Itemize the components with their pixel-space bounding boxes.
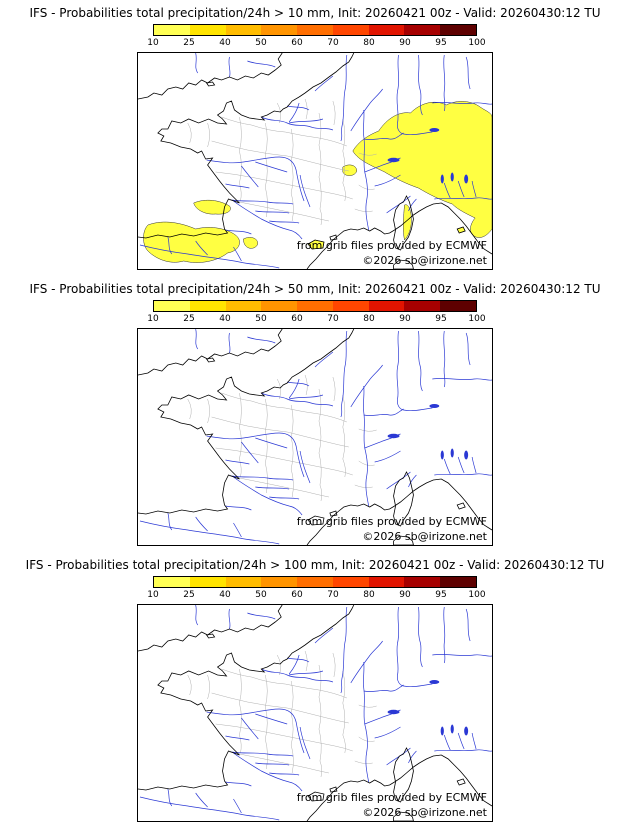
probability-colorbar: 10 25 40 50 60 70 80 90 95 100: [147, 576, 486, 602]
colorbar-tick-label: 70: [327, 590, 339, 600]
france-precipitation-map: [138, 53, 492, 269]
colorbar-segment: [440, 577, 477, 587]
colorbar-segment: [225, 577, 262, 587]
colorbar-segment: [154, 25, 190, 35]
colorbar-tick-label: 90: [399, 314, 411, 324]
colorbar-tick-label: 50: [255, 314, 267, 324]
colorbar-segment: [440, 25, 477, 35]
colorbar-segment: [225, 301, 262, 311]
base-map: [138, 605, 492, 821]
colorbar-segment: [368, 25, 405, 35]
colorbar-segment: [225, 25, 262, 35]
colorbar-tick-label: 80: [363, 38, 375, 48]
credit-copyright: ©2026 sb@irizone.net: [362, 254, 487, 267]
credit-ecmwf: from grib files provided by ECMWF: [296, 791, 487, 804]
map-frame: from grib files provided by ECMWF ©2026 …: [137, 328, 493, 546]
colorbar-gradient-bar: [153, 300, 477, 312]
probability-shading-10-25pct: [143, 101, 492, 263]
shade-region-alps-north-italy: [352, 101, 492, 238]
colorbar-tick-label: 100: [468, 590, 486, 600]
shade-region-jura: [342, 164, 358, 176]
colorbar-segment: [440, 301, 477, 311]
colorbar-segment: [368, 577, 405, 587]
panel-precip-gt-10mm: IFS - Probabilities total precipitation/…: [0, 0, 630, 276]
colorbar-tick-label: 90: [399, 38, 411, 48]
shade-region-ebro-east: [243, 237, 258, 249]
colorbar-tick-label: 40: [219, 314, 231, 324]
colorbar-tick-label: 95: [435, 38, 447, 48]
colorbar-segment: [261, 577, 298, 587]
colorbar-tick-label: 100: [468, 38, 486, 48]
colorbar-segment: [189, 577, 226, 587]
colorbar-segment: [404, 25, 441, 35]
colorbar-segment: [261, 301, 298, 311]
colorbar-tick-label: 70: [327, 38, 339, 48]
credit-copyright: ©2026 sb@irizone.net: [362, 530, 487, 543]
colorbar-tick-label: 60: [291, 38, 303, 48]
colorbar-tick-label: 50: [255, 590, 267, 600]
colorbar-tick-label: 60: [291, 314, 303, 324]
colorbar-tick-label: 80: [363, 590, 375, 600]
colorbar-segment: [189, 25, 226, 35]
colorbar-segment: [368, 301, 405, 311]
colorbar-tick-label: 10: [147, 38, 159, 48]
colorbar-segment: [297, 301, 333, 311]
colorbar-tick-label: 70: [327, 314, 339, 324]
colorbar-tick-label: 10: [147, 590, 159, 600]
france-precipitation-map: [138, 329, 492, 545]
colorbar-segment: [332, 25, 369, 35]
shade-region-south-pyrenees: [193, 199, 231, 215]
colorbar-segment: [332, 577, 369, 587]
colorbar-tick-label: 60: [291, 590, 303, 600]
colorbar-segment: [189, 301, 226, 311]
colorbar-tick-label: 25: [183, 38, 195, 48]
colorbar-tick-label: 90: [399, 590, 411, 600]
colorbar-segment: [261, 25, 298, 35]
base-map: [138, 329, 492, 545]
panel-title: IFS - Probabilities total precipitation/…: [29, 282, 601, 296]
map-frame: from grib files provided by ECMWF ©2026 …: [137, 604, 493, 822]
map-frame: from grib files provided by ECMWF ©2026 …: [137, 52, 493, 270]
colorbar-tick-label: 25: [183, 590, 195, 600]
colorbar-segment: [297, 577, 333, 587]
panel-precip-gt-50mm: IFS - Probabilities total precipitation/…: [0, 276, 630, 552]
colorbar-tick-label: 25: [183, 314, 195, 324]
panel-title: IFS - Probabilities total precipitation/…: [29, 6, 601, 20]
panel-title: IFS - Probabilities total precipitation/…: [25, 558, 605, 572]
colorbar-segment: [154, 301, 190, 311]
colorbar-tick-label: 95: [435, 590, 447, 600]
france-precipitation-map: [138, 605, 492, 821]
credit-ecmwf: from grib files provided by ECMWF: [296, 515, 487, 528]
colorbar-tick-label: 100: [468, 314, 486, 324]
colorbar-tick-label: 95: [435, 314, 447, 324]
probability-colorbar: 10 25 40 50 60 70 80 90 95 100: [147, 24, 486, 50]
credit-ecmwf: from grib files provided by ECMWF: [296, 239, 487, 252]
colorbar-gradient-bar: [153, 576, 477, 588]
credit-copyright: ©2026 sb@irizone.net: [362, 806, 487, 819]
panel-precip-gt-100mm: IFS - Probabilities total precipitation/…: [0, 552, 630, 828]
colorbar-tick-label: 50: [255, 38, 267, 48]
colorbar-segment: [332, 301, 369, 311]
colorbar-segment: [404, 577, 441, 587]
colorbar-tick-label: 40: [219, 590, 231, 600]
colorbar-tick-label: 80: [363, 314, 375, 324]
colorbar-segment: [404, 301, 441, 311]
colorbar-gradient-bar: [153, 24, 477, 36]
colorbar-segment: [297, 25, 333, 35]
colorbar-tick-label: 10: [147, 314, 159, 324]
shade-region-northeast-spain: [143, 221, 240, 263]
colorbar-segment: [154, 577, 190, 587]
colorbar-tick-label: 40: [219, 38, 231, 48]
probability-colorbar: 10 25 40 50 60 70 80 90 95 100: [147, 300, 486, 326]
